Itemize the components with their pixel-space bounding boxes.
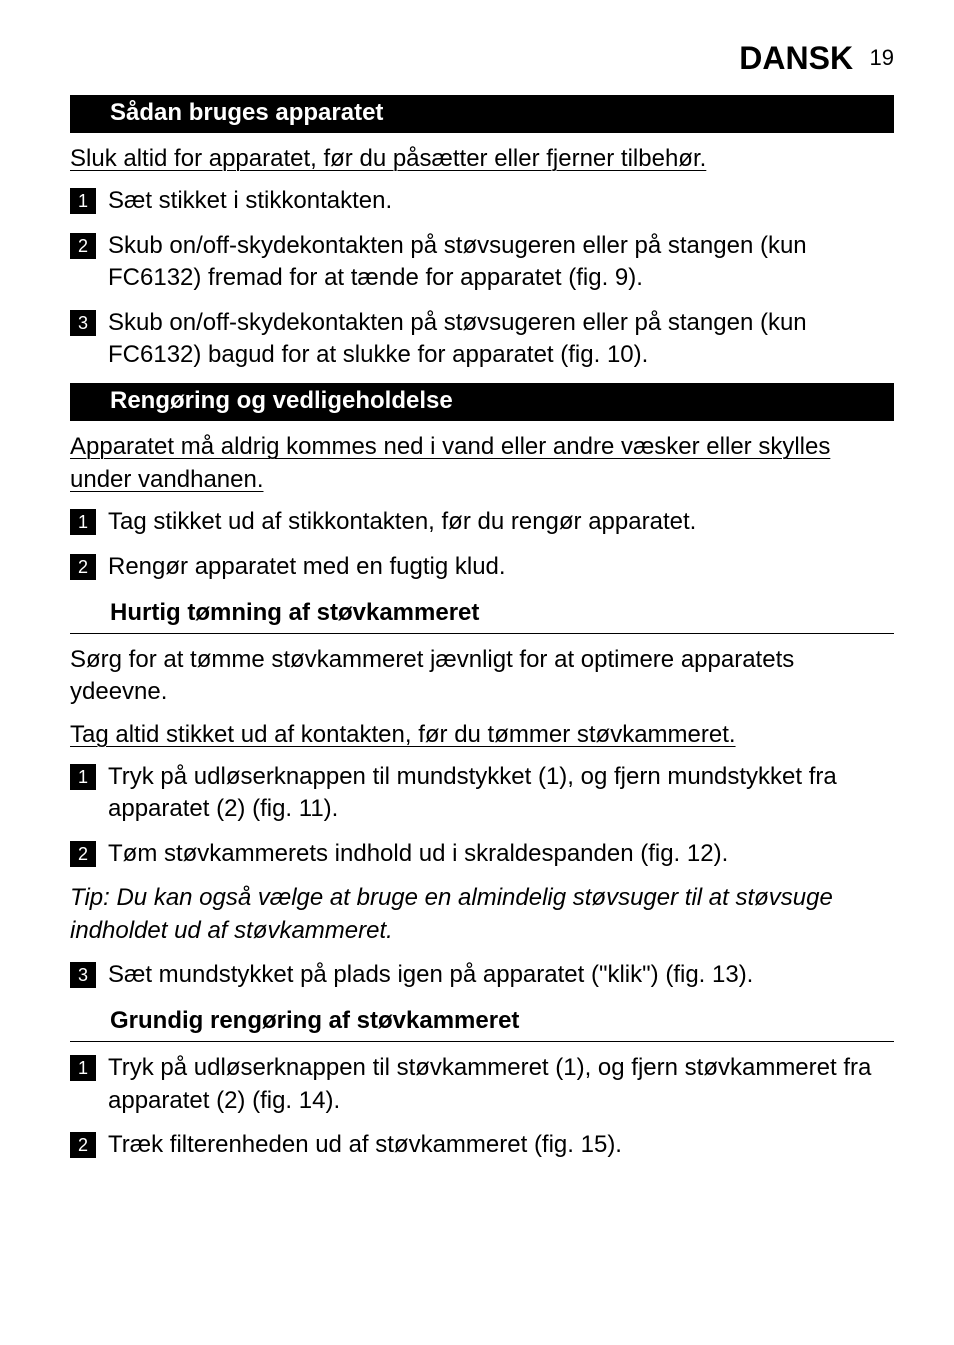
step-number: 2 (70, 233, 96, 259)
section-usage-heading: Sådan bruges apparatet (70, 95, 894, 133)
header-page-number: 19 (870, 45, 894, 70)
step-number: 1 (70, 509, 96, 535)
quick-empty-step: 1 Tryk på udløserknappen til mundstykket… (70, 761, 894, 826)
section-usage-intro: Sluk altid for apparatet, før du påsætte… (70, 143, 894, 175)
cleaning-step: 1 Tag stikket ud af stikkontakten, før d… (70, 506, 894, 538)
section-cleaning-intro: Apparatet må aldrig kommes ned i vand el… (70, 431, 894, 496)
quick-empty-step: 3 Sæt mundstykket på plads igen på appar… (70, 959, 894, 991)
step-text: Træk filterenheden ud af støvkammeret (f… (108, 1129, 894, 1161)
step-text: Sæt stikket i stikkontakten. (108, 185, 894, 217)
step-text: Tryk på udløserknappen til støvkammeret … (108, 1052, 894, 1117)
step-number: 2 (70, 1132, 96, 1158)
quick-empty-tip: Tip: Du kan også vælge at bruge en almin… (70, 882, 894, 947)
step-text: Skub on/off-skydekontakten på støvsugere… (108, 230, 894, 295)
step-number: 2 (70, 554, 96, 580)
quick-empty-paragraph: Sørg for at tømme støvkammeret jævnligt … (70, 644, 894, 709)
step-text: Sæt mundstykket på plads igen på apparat… (108, 959, 894, 991)
usage-step: 3 Skub on/off-skydekontakten på støvsuge… (70, 307, 894, 372)
step-text: Tøm støvkammerets indhold ud i skraldesp… (108, 838, 894, 870)
page-header: DANSK 19 (70, 40, 894, 77)
step-text: Tryk på udløserknappen til mundstykket (… (108, 761, 894, 826)
step-number: 3 (70, 310, 96, 336)
step-text: Skub on/off-skydekontakten på støvsugere… (108, 307, 894, 372)
step-number: 2 (70, 841, 96, 867)
subsection-thorough-clean-heading: Grundig rengøring af støvkammeret (70, 1003, 894, 1042)
step-number: 1 (70, 1055, 96, 1081)
thorough-clean-step: 2 Træk filterenheden ud af støvkammeret … (70, 1129, 894, 1161)
step-number: 1 (70, 188, 96, 214)
usage-step: 2 Skub on/off-skydekontakten på støvsuge… (70, 230, 894, 295)
step-text: Rengør apparatet med en fugtig klud. (108, 551, 894, 583)
step-text: Tag stikket ud af stikkontakten, før du … (108, 506, 894, 538)
usage-step: 1 Sæt stikket i stikkontakten. (70, 185, 894, 217)
step-number: 3 (70, 962, 96, 988)
cleaning-step: 2 Rengør apparatet med en fugtig klud. (70, 551, 894, 583)
header-language: DANSK (739, 40, 853, 76)
step-number: 1 (70, 764, 96, 790)
section-cleaning-heading: Rengøring og vedligeholdelse (70, 383, 894, 421)
subsection-quick-empty-heading: Hurtig tømning af støvkammeret (70, 595, 894, 634)
quick-empty-step: 2 Tøm støvkammerets indhold ud i skralde… (70, 838, 894, 870)
quick-empty-warning: Tag altid stikket ud af kontakten, før d… (70, 719, 894, 751)
thorough-clean-step: 1 Tryk på udløserknappen til støvkammere… (70, 1052, 894, 1117)
